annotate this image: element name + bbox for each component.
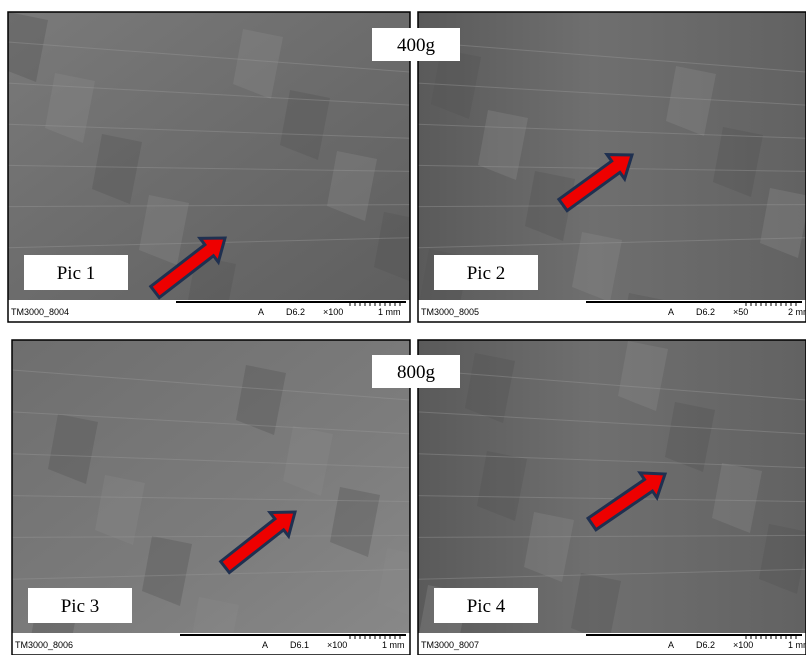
distance: D6.2	[286, 307, 305, 317]
pic-label: Pic 2	[467, 263, 506, 284]
scale: 2 mm	[788, 307, 806, 317]
pic-label: Pic 3	[61, 596, 100, 617]
magnification: ×100	[733, 640, 753, 650]
group-label: 800g	[397, 362, 436, 383]
magnification: ×50	[733, 307, 748, 317]
magnification: ×100	[323, 307, 343, 317]
pic-label: Pic 1	[57, 263, 96, 284]
figure: TM3000_8004 A D6.2 ×100 1 mm Pic 1 TM3000_8005…	[0, 0, 806, 655]
mode: A	[668, 307, 674, 317]
distance: D6.1	[290, 640, 309, 650]
scale: 1 mm	[382, 640, 405, 650]
mode: A	[668, 640, 674, 650]
file-name: TM3000_8005	[421, 307, 479, 317]
scale: 1 mm	[378, 307, 401, 317]
pic-label: Pic 4	[467, 596, 506, 617]
file-name: TM3000_8007	[421, 640, 479, 650]
scale: 1 mm	[788, 640, 806, 650]
distance: D6.2	[696, 307, 715, 317]
file-name: TM3000_8004	[11, 307, 69, 317]
sem-panel: TM3000_8005 A D6.2 ×50 2 mm	[418, 12, 806, 363]
distance: D6.2	[696, 640, 715, 650]
file-name: TM3000_8006	[15, 640, 73, 650]
group-label: 400g	[397, 35, 436, 56]
mode: A	[262, 640, 268, 650]
magnification: ×100	[327, 640, 347, 650]
mode: A	[258, 307, 264, 317]
